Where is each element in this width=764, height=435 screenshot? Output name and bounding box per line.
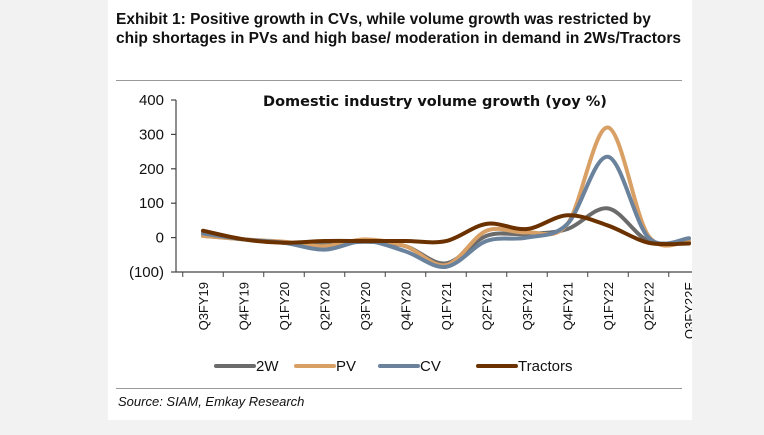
y-tick-label: 0 [156,230,164,247]
series-line-tractors [201,213,691,247]
legend-label-tractors: Tractors [518,358,572,375]
x-tick-label: Q4FY19 [237,282,252,330]
y-tick-label: 400 [139,92,164,109]
chart: (100) 0 100 200 300 400 Q3FY19 Q4FY19 Q1FY20 Q2FY… [129,92,692,375]
series-line-2w [201,206,691,266]
y-tick-label: 300 [139,126,164,143]
x-tick-label: Q4FY20 [399,282,414,330]
x-tick-label: Q2FY21 [480,282,495,330]
exhibit-panel: Exhibit 1: Positive growth in CVs, while… [108,0,692,420]
y-tick-label: (100) [129,264,164,281]
source-note: Source: SIAM, Emkay Research [118,394,305,409]
source-divider [116,388,682,389]
y-tick-label: 200 [139,161,164,178]
x-tick-label: Q2FY20 [318,282,333,330]
legend-label-cv: CV [420,358,441,375]
exhibit-title: Exhibit 1: Positive growth in CVs, while… [116,11,682,47]
series-line-pv [201,125,691,268]
x-tick-label: Q3FY19 [196,282,211,330]
x-tick-label: Q3FY20 [358,282,373,330]
title-divider [116,80,682,81]
legend-label-2w: 2W [256,358,279,375]
x-tick-label: Q3FY21 [520,282,535,330]
x-tick-label: Q2FY22 [642,282,657,330]
x-tick-label: Q1FY20 [277,282,292,330]
x-tick-label: Q3FY22E [682,282,692,339]
chart-title: Domestic industry volume growth (yoy %) [263,94,607,110]
legend-label-pv: PV [336,358,356,375]
y-tick-label: 100 [139,195,164,212]
x-tick-label: Q1FY22 [601,282,616,330]
x-tick-label: Q1FY21 [439,282,454,330]
x-tick-label: Q4FY21 [561,282,576,330]
